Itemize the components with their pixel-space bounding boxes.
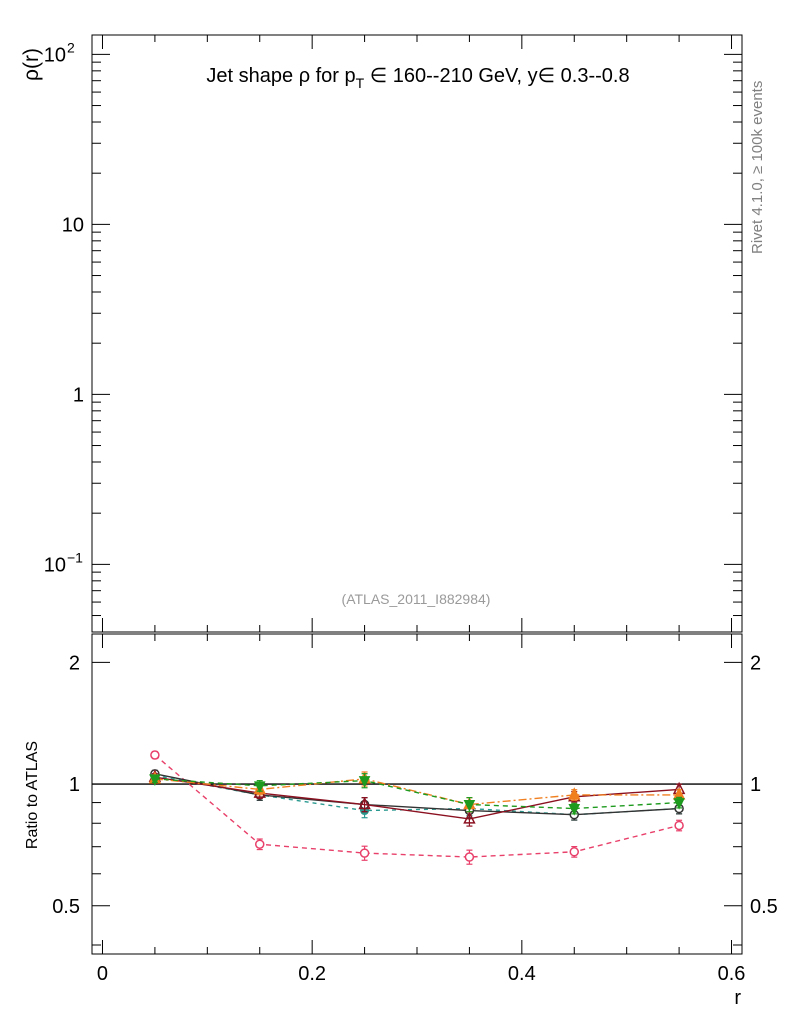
data-point [253,781,266,793]
data-point [463,811,476,824]
data-point [464,852,475,862]
ratio-y-tick-label-right: 1 [750,774,761,796]
main-y-axis-label: ρ(r) [20,48,43,81]
plot-title: Jet shape ρ for pT ∈ 160--210 GeV, y∈ 0.… [206,65,629,91]
main-y-tick-label: 1 [73,384,84,406]
data-point [673,798,685,810]
ratio-y-tick-label-left: 0.5 [52,896,80,918]
main-y-tick-label: 10 [44,554,66,576]
data-point [358,796,371,810]
main-y-tick-label: 10 [44,44,66,66]
main-y-tick-exponent: −1 [67,549,83,565]
rivet-version-label: Rivet 4.1.0, ≥ 100k events [749,81,766,254]
ratio-series [92,750,742,865]
data-point [463,800,476,812]
main-y-tick-label: 10 [62,214,84,236]
main-y-tick-exponent: 2 [67,39,75,55]
plot-title-middle: ∈ 160--210 GeV, y∈ 0.3--0.8 [364,65,629,87]
ratio-panel-frame [91,633,743,955]
series-line [154,778,680,806]
data-point [674,820,684,831]
ratio-series-s4 [148,769,686,827]
data-point [254,839,265,849]
series-line [154,776,680,820]
data-point [359,848,370,858]
plot-title-prefix: Jet shape ρ for p [206,65,355,87]
ratio-y-tick-label-right: 0.5 [750,896,778,918]
data-point [150,750,160,760]
ratio-y-tick-label-left: 2 [69,652,80,674]
data-point [358,776,371,788]
data-point [569,847,580,857]
x-tick-label: 0.2 [298,963,326,985]
analysis-label: (ATLAS_2011_I882984) [342,591,491,607]
x-axis-label: r [734,987,741,1009]
x-tick-label: 0.6 [718,963,746,985]
ratio-y-tick-label-right: 2 [750,652,761,674]
ratio-y-tick-label-left: 1 [69,774,80,796]
x-tick-label: 0.4 [508,963,536,985]
series-line [154,778,680,810]
data-point [149,774,161,786]
series-line [154,773,680,816]
data-point [568,787,581,800]
axis-ticks [92,35,742,954]
data-point [568,804,581,816]
ratio-series-s6 [149,773,685,816]
plot-title-sub: T [356,75,365,91]
series-line [154,754,680,858]
ratio-series-s1 [150,750,684,865]
ratio-y-axis-label: Ratio to ATLAS [24,741,41,849]
main-panel-frame [91,34,743,633]
x-tick-label: 0 [97,963,108,985]
